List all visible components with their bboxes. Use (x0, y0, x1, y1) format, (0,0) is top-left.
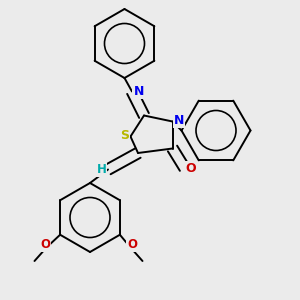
Text: N: N (134, 85, 144, 98)
Text: O: O (186, 161, 196, 175)
Text: H: H (97, 163, 106, 176)
Text: N: N (174, 114, 184, 127)
Text: O: O (40, 238, 50, 251)
Text: O: O (127, 238, 137, 251)
Text: S: S (120, 129, 129, 142)
